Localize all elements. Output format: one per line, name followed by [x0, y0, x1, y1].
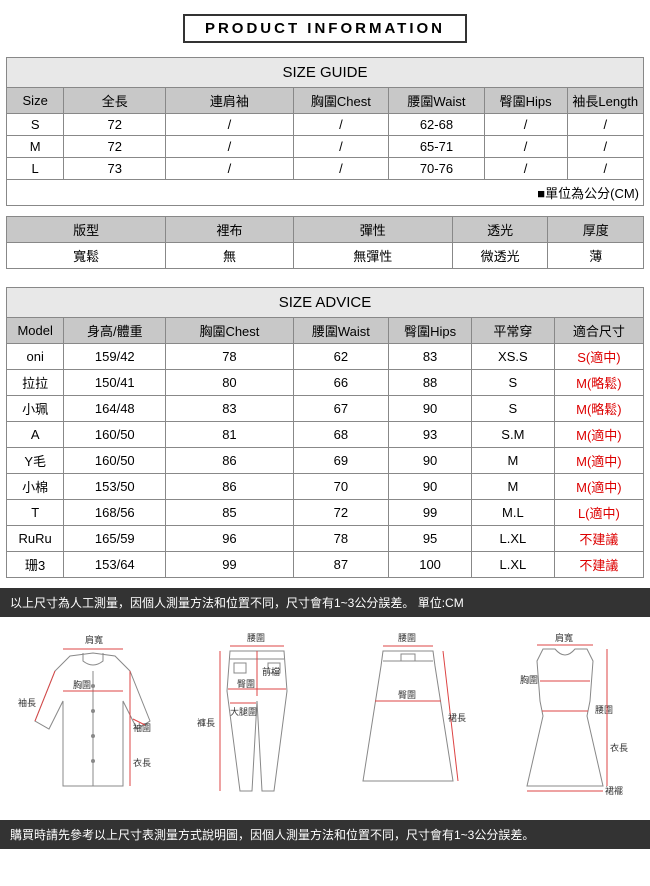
svg-text:裙襬: 裙襬	[605, 785, 623, 796]
svg-text:臀圍: 臀圍	[237, 679, 255, 689]
table-header: 版型	[7, 217, 166, 243]
table-header: 平常穿	[471, 318, 554, 344]
shirt-diagram: 肩寬 胸圍 袖長 袖圍 衣長	[15, 631, 170, 806]
table-row: 拉拉150/41806688SM(略鬆)	[7, 370, 644, 396]
fit-cell: 不建議	[554, 552, 643, 578]
size-advice-table: SIZE ADVICE Model身高/體重胸圍Chest腰圍Waist臀圍Hi…	[6, 287, 644, 578]
table-header: 全長	[64, 88, 166, 114]
table-header: 連肩袖	[166, 88, 293, 114]
svg-text:肩寬: 肩寬	[85, 634, 103, 645]
fit-cell: M(略鬆)	[554, 370, 643, 396]
table-row: oni159/42786283XS.SS(適中)	[7, 344, 644, 370]
table-row: 小珮164/48836790SM(略鬆)	[7, 396, 644, 422]
svg-text:裙長: 裙長	[448, 712, 466, 723]
table-row: RuRu165/59967895L.XL不建議	[7, 526, 644, 552]
svg-text:褲長: 褲長	[197, 717, 215, 728]
table-header: Model	[7, 318, 64, 344]
table-header: 臀圍Hips	[484, 88, 567, 114]
table-row: S72//62-68//	[7, 114, 644, 136]
fit-cell: L(適中)	[554, 500, 643, 526]
svg-text:大腿圍: 大腿圍	[230, 706, 257, 717]
table-header: 腰圍Waist	[293, 318, 389, 344]
table-row: 小棉153/50867090MM(適中)	[7, 474, 644, 500]
table-header: 彈性	[293, 217, 452, 243]
svg-text:腰圍: 腰圍	[247, 633, 265, 643]
table-row: M72//65-71//	[7, 136, 644, 158]
attributes-table: 版型裡布彈性透光厚度 寬鬆無無彈性微透光薄	[6, 216, 644, 269]
table-row: A160/50816893S.MM(適中)	[7, 422, 644, 448]
table-row: Y毛160/50866990MM(適中)	[7, 448, 644, 474]
svg-text:衣長: 衣長	[133, 757, 151, 768]
table-header: 胸圍Chest	[293, 88, 389, 114]
svg-text:臀圍: 臀圍	[398, 690, 416, 700]
table-header: 身高/體重	[64, 318, 166, 344]
page-title: PRODUCT INFORMATION	[183, 14, 467, 43]
table-row: T168/56857299M.LL(適中)	[7, 500, 644, 526]
skirt-diagram: 腰圍 臀圍 裙長	[343, 631, 473, 806]
unit-note: ■單位為公分(CM)	[7, 180, 644, 206]
fit-cell: M(適中)	[554, 422, 643, 448]
fit-cell: M(適中)	[554, 448, 643, 474]
svg-text:胸圍: 胸圍	[73, 679, 91, 690]
svg-text:衣長: 衣長	[610, 742, 628, 753]
notice-bar-1: 以上尺寸為人工測量，因個人測量方法和位置不同，尺寸會有1~3公分誤差。 單位:C…	[0, 588, 650, 617]
dress-diagram: 肩寬 胸圍 腰圍 衣長 裙襬	[495, 631, 635, 806]
table-row: L73//70-76//	[7, 158, 644, 180]
svg-text:胸圍: 胸圍	[520, 674, 538, 685]
fit-cell: S(適中)	[554, 344, 643, 370]
svg-text:袖長: 袖長	[18, 697, 36, 708]
svg-text:肩寬: 肩寬	[555, 632, 573, 643]
measurement-diagrams: 肩寬 胸圍 袖長 袖圍 衣長 腰圍 前檔 臀圍	[0, 621, 650, 816]
pants-diagram: 腰圍 前檔 臀圍 大腿圍 褲長	[192, 631, 322, 806]
fit-cell: 不建議	[554, 526, 643, 552]
svg-text:前檔: 前檔	[262, 666, 280, 677]
svg-text:腰圍: 腰圍	[398, 633, 416, 643]
table-row: 珊3153/649987100L.XL不建議	[7, 552, 644, 578]
fit-cell: M(適中)	[554, 474, 643, 500]
table-header: 適合尺寸	[554, 318, 643, 344]
size-advice-heading: SIZE ADVICE	[7, 288, 644, 318]
size-guide-heading: SIZE GUIDE	[7, 58, 644, 88]
size-guide-table: SIZE GUIDE Size全長連肩袖胸圍Chest腰圍Waist臀圍Hips…	[6, 57, 644, 206]
fit-cell: M(略鬆)	[554, 396, 643, 422]
table-header: 厚度	[548, 217, 644, 243]
svg-text:腰圍: 腰圍	[595, 705, 613, 715]
table-header: 袖長Length	[567, 88, 643, 114]
table-header: 腰圍Waist	[389, 88, 485, 114]
notice-bar-2: 購買時請先參考以上尺寸表測量方式說明圖，因個人測量方法和位置不同，尺寸會有1~3…	[0, 820, 650, 849]
table-header: 臀圍Hips	[389, 318, 472, 344]
table-header: 胸圍Chest	[166, 318, 293, 344]
table-header: 裡布	[166, 217, 293, 243]
table-header: 透光	[452, 217, 548, 243]
table-header: Size	[7, 88, 64, 114]
